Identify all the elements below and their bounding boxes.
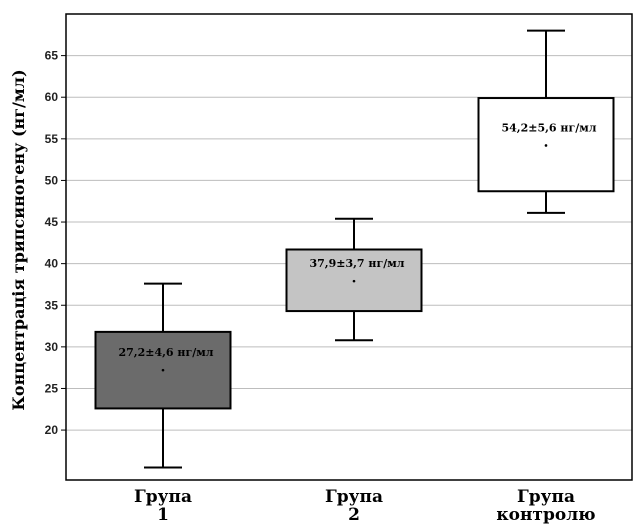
mean-point (161, 368, 165, 372)
box-annotation: 54,2±5,6 нг/мл (501, 121, 596, 134)
box-group-3: 54,2±5,6 нг/мл (477, 29, 615, 214)
mean-point (352, 279, 356, 283)
category-labels: Група 1 Група 2 Група контролю (134, 487, 596, 525)
plot-frame (65, 13, 633, 481)
y-tick-label-45: 45 (45, 215, 59, 229)
mean-point (544, 144, 548, 147)
y-tick-label-25: 25 (45, 381, 59, 395)
y-axis-title: Концентрація трипсиногену (нг/мл) (9, 69, 28, 410)
category-label-2: Група 2 (325, 487, 383, 525)
y-tick-label-30: 30 (45, 340, 59, 354)
box-group-2: 37,9±3,7 нг/мл (285, 217, 423, 342)
y-tick-label-35: 35 (45, 298, 59, 312)
category-label-1: Група 1 (134, 487, 192, 525)
y-tick-label-20: 20 (45, 423, 59, 437)
y-tick-label-40: 40 (45, 257, 59, 271)
category-label-3: Група контролю (496, 487, 595, 525)
boxes: 27,2±4,6 нг/мл 37,9±3,7 нг/мл 54,2±5,6 нг/… (94, 29, 615, 469)
box-group-1: 27,2±4,6 нг/мл (94, 282, 232, 469)
y-tick-label-65: 65 (45, 49, 59, 63)
y-tick-label-60: 60 (45, 90, 59, 104)
y-tick-labels: 20 25 30 35 40 45 50 55 60 65 (45, 49, 66, 437)
box-annotation: 27,2±4,6 нг/мл (118, 346, 213, 359)
box-annotation: 37,9±3,7 нг/мл (309, 257, 404, 270)
y-tick-label-55: 55 (45, 132, 59, 146)
y-tick-label-50: 50 (45, 173, 59, 187)
